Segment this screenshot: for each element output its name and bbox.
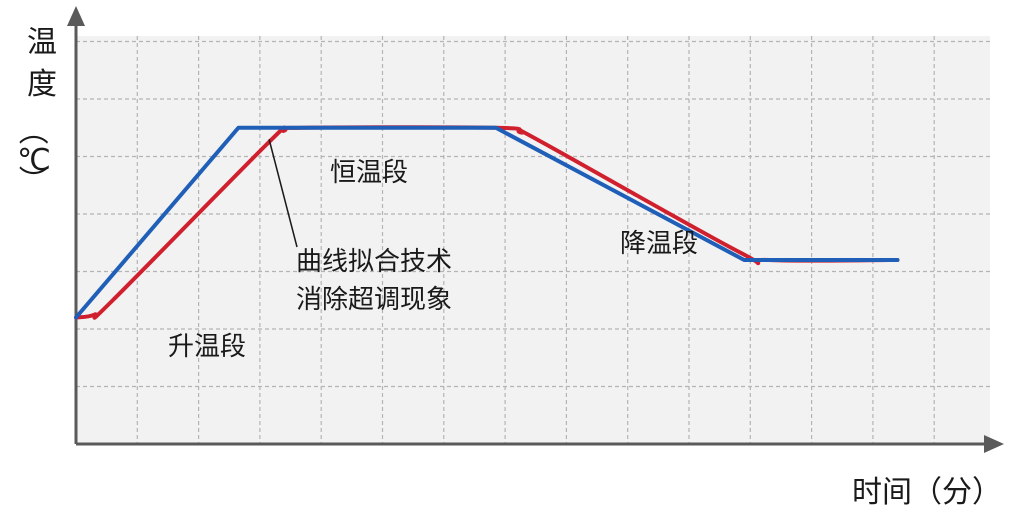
y-axis-label-char-1: 温 [27,25,57,60]
y-axis-label-char-2: 度 [27,67,57,102]
annotation-leader-line [268,139,298,248]
series-line-blue [74,125,900,320]
y-axis-label: 温 度 （ ℃ ） [14,25,57,195]
x-axis-arrow [984,435,1004,453]
plot-area [76,36,990,444]
annotation-note-line1: 曲线拟合技术 [296,247,452,277]
y-axis-arrow [67,6,85,26]
annotation-fall: 降温段 [620,229,698,259]
grid [76,36,990,444]
y-axis-label-char-5: ） [14,165,49,195]
annotation-note-line2: 消除超调现象 [296,285,452,315]
y-axis-label-char-3: （ [14,115,49,145]
y-axis-label-char-4: ℃ [17,143,51,178]
annotation-constant: 恒温段 [330,158,408,188]
annotation-rise: 升温段 [168,332,246,362]
x-axis-label: 时间（分） [852,475,1002,510]
series-group [74,125,900,320]
axes [67,6,1004,453]
